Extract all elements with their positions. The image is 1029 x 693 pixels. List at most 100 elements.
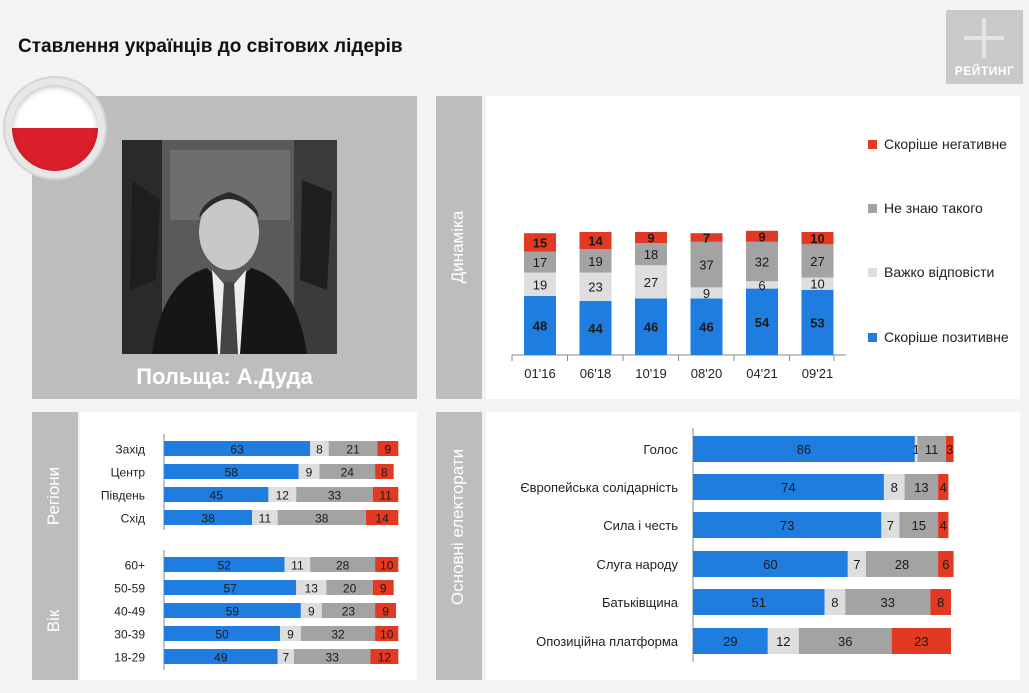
electorates-data-label: 73 (780, 518, 794, 533)
dynamics-bar-segment (579, 272, 612, 301)
legend-label: Скоріше позитивне (884, 329, 1009, 345)
electorates-category-label: Голос (643, 442, 678, 457)
poland-flag-icon (5, 78, 105, 178)
regions-age-data-label: 33 (326, 651, 340, 665)
dynamics-data-label: 17 (533, 255, 547, 270)
electorates-data-label: 86 (797, 442, 811, 457)
electorates-bar-segment (938, 512, 949, 538)
regions-age-bar-segment (372, 580, 394, 595)
electorates-bar-segment (917, 436, 946, 462)
electorates-label: Основні електорати (448, 448, 467, 606)
dynamics-data-label: 7 (703, 231, 710, 246)
regions-age-bar-segment (164, 649, 278, 664)
regions-age-bar-segment (310, 557, 376, 572)
regions-age-bar-segment (300, 626, 376, 641)
dynamics-bar-segment (690, 233, 723, 242)
dynamics-bar-segment (690, 298, 723, 355)
electorates-bar-segment (881, 512, 900, 538)
regions-age-bar-segment (268, 487, 297, 502)
regions-age-data-label: 8 (316, 443, 323, 457)
regions-age-data-label: 38 (201, 512, 215, 526)
dynamics-data-label: 46 (699, 320, 713, 335)
regions-age-data-label: 9 (287, 628, 294, 642)
regions-age-data-label: 28 (336, 559, 350, 573)
regions-age-data-label: 24 (341, 466, 355, 480)
regions-age-bar-segment (321, 603, 376, 618)
electorates-data-label: 13 (914, 480, 928, 495)
regions-age-data-label: 9 (380, 582, 387, 596)
regions-age-data-label: 57 (223, 582, 237, 596)
electorates-data-label: 1 (913, 442, 920, 457)
dynamics-x-tick-label: 04'21 (746, 366, 777, 381)
electorates-bar-segment (847, 551, 866, 577)
electorates-chart-panel: Голос 86 1 11 3 Європейська солідарність 74 8 13… (486, 412, 1020, 680)
electorates-bar-segment (693, 512, 882, 538)
electorates-data-label: 28 (895, 557, 909, 572)
dynamics-data-label: 10 (810, 231, 824, 246)
dynamics-bar-segment (690, 241, 723, 288)
electorates-bar-segment (693, 474, 884, 500)
dynamics-bar-segment (801, 289, 834, 355)
regions-age-bar-segment (277, 510, 366, 525)
dynamics-data-label: 19 (588, 254, 602, 269)
regions-age-bar-segment (164, 464, 299, 479)
electorates-data-label: 23 (914, 634, 928, 649)
electorates-bar-segment (845, 589, 931, 615)
dynamics-data-label: 27 (810, 254, 824, 269)
dynamics-bar-segment (635, 232, 667, 244)
dynamics-chart-panel: 48 19 17 15 01'16 44 23 19 14 06'18 46 27 18 9 10'19 46… (486, 96, 1020, 399)
electorates-category-label: Слуга народу (597, 557, 679, 572)
electorates-data-label: 4 (940, 480, 947, 495)
dynamics-data-label: 32 (755, 255, 769, 270)
logo-text: РЕЙТИНГ (954, 64, 1015, 78)
electorates-data-label: 8 (891, 480, 898, 495)
regions-age-bar-segment (375, 603, 396, 618)
dynamics-x-tick-label: 08'20 (691, 366, 722, 381)
regions-age-data-label: 49 (214, 651, 228, 665)
dynamics-data-label: 48 (533, 318, 547, 333)
dynamics-bar-segment (579, 300, 612, 355)
dynamics-data-label: 53 (810, 315, 824, 330)
regions-label: Регіони (44, 466, 63, 526)
dynamics-bar-segment (746, 230, 778, 242)
regions-age-data-label: 9 (308, 605, 315, 619)
dynamics-data-label: 15 (533, 235, 547, 250)
regions-age-category-label: 30-39 (114, 628, 145, 642)
dynamics-data-label: 10 (810, 277, 824, 292)
regions-age-data-label: 11 (259, 512, 272, 526)
regions-age-side-panel (32, 412, 78, 680)
dynamics-bar-segment (579, 249, 612, 273)
regions-age-bar-segment (328, 441, 378, 456)
regions-age-data-label: 59 (226, 605, 240, 619)
electorates-data-label: 60 (763, 557, 777, 572)
regions-age-category-label: 50-59 (114, 582, 145, 596)
dynamics-bar-segment (801, 244, 834, 278)
electorates-bar-segment (767, 628, 799, 654)
regions-age-data-label: 20 (343, 582, 357, 596)
electorates-bar-segment (865, 551, 939, 577)
regions-age-bar-segment (296, 580, 327, 595)
dynamics-data-label: 46 (644, 320, 658, 335)
dynamics-data-label: 27 (644, 275, 658, 290)
regions-age-bar-segment (164, 487, 269, 502)
regions-age-data-label: 12 (378, 651, 392, 665)
page-title: Ставлення українців до світових лідерів (18, 36, 403, 57)
regions-age-data-label: 9 (306, 466, 313, 480)
dynamics-data-label: 6 (758, 278, 765, 293)
regions-age-bar-segment (319, 464, 376, 479)
regions-age-data-label: 11 (379, 489, 392, 503)
electorates-bar-segment (904, 474, 939, 500)
regions-age-data-label: 23 (342, 605, 356, 619)
electorates-data-label: 33 (881, 595, 895, 610)
rating-logo: РЕЙТИНГ (946, 10, 1023, 84)
legend-swatch (868, 268, 877, 277)
regions-age-data-label: 10 (380, 559, 394, 573)
regions-age-category-label: 18-29 (114, 651, 145, 665)
electorates-bar-segment (938, 551, 954, 577)
regions-age-bar-segment (164, 557, 285, 572)
flag-disc (12, 85, 98, 171)
portrait-drawing (122, 140, 337, 354)
dynamics-data-label: 54 (755, 315, 770, 330)
legend-swatch (868, 140, 877, 149)
